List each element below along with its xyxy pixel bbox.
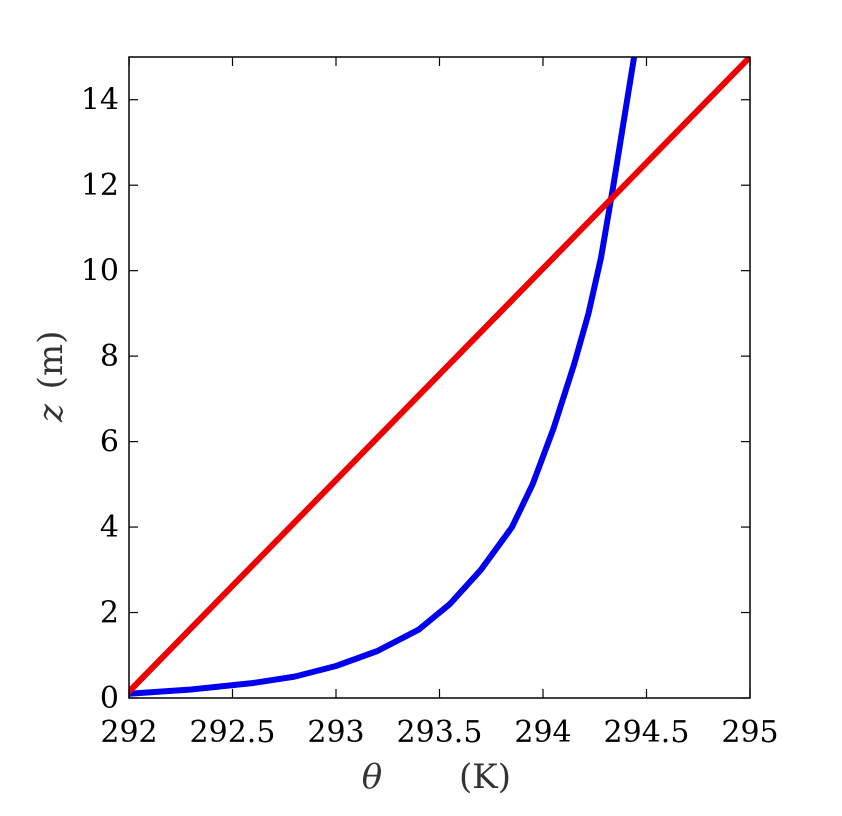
y-tick-label: 4 bbox=[100, 510, 119, 545]
y-tick-label: 14 bbox=[81, 83, 119, 118]
y-tick-label: 10 bbox=[81, 254, 119, 289]
x-tick-label: 292 bbox=[100, 715, 157, 750]
y-axis-label-unit: (m) bbox=[31, 331, 71, 390]
y-tick-label: 6 bbox=[100, 425, 119, 460]
x-axis-label-unit: (K) bbox=[459, 757, 511, 797]
y-axis-label: z (m) bbox=[31, 331, 71, 423]
x-tick-label: 292.5 bbox=[190, 715, 276, 750]
y-tick-label: 8 bbox=[100, 339, 119, 374]
x-axis: 292 292.5 293 293.5 294 294.5 295 bbox=[100, 57, 779, 750]
y-axis-label-symbol: z bbox=[31, 403, 71, 423]
series-line-2 bbox=[129, 57, 750, 695]
x-tick-label: 294 bbox=[514, 715, 571, 750]
y-axis: 0 2 4 6 8 10 12 14 bbox=[81, 83, 750, 716]
x-tick-label: 293.5 bbox=[397, 715, 483, 750]
x-axis-label-symbol: θ bbox=[362, 757, 382, 797]
x-tick-label: 294.5 bbox=[604, 715, 690, 750]
x-tick-label: 293 bbox=[307, 715, 364, 750]
x-tick-label: 295 bbox=[721, 715, 778, 750]
y-tick-label: 2 bbox=[100, 596, 119, 631]
series-line-1 bbox=[129, 57, 638, 697]
y-tick-label: 12 bbox=[81, 168, 119, 203]
y-tick-label: 0 bbox=[100, 681, 119, 716]
